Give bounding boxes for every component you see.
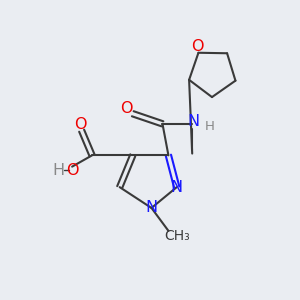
Text: O: O [74,117,86,132]
Text: N: N [171,180,183,195]
Text: CH₃: CH₃ [164,229,190,243]
Text: H: H [52,163,64,178]
Text: N: N [146,200,158,215]
Text: O: O [120,101,133,116]
Text: N: N [188,114,200,129]
Text: O: O [66,163,78,178]
Text: O: O [191,39,203,54]
Text: H: H [205,120,215,133]
